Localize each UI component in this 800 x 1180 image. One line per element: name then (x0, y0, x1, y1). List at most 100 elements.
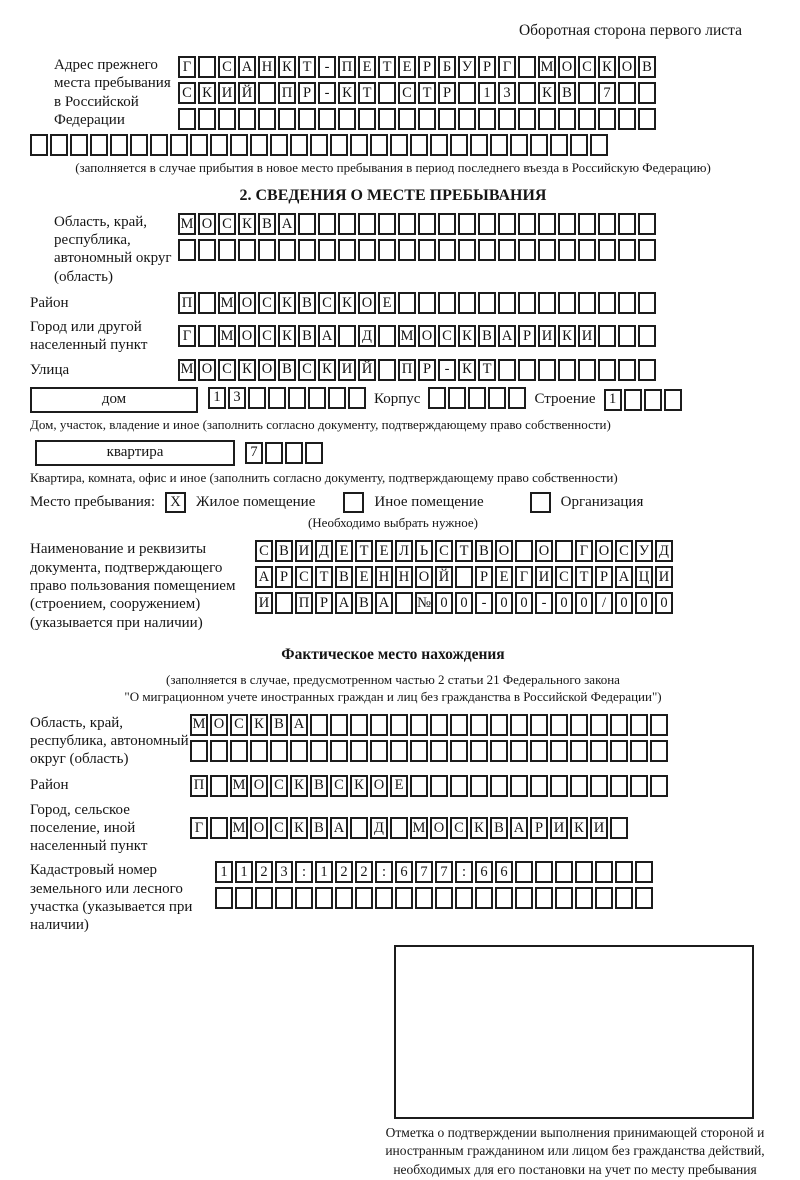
char-box[interactable] (330, 739, 348, 762)
char-box[interactable]: Т (378, 56, 396, 78)
char-box[interactable] (288, 386, 306, 409)
char-box[interactable]: К (538, 82, 556, 104)
char-box[interactable] (488, 386, 507, 409)
char-box[interactable] (318, 212, 336, 235)
char-box[interactable] (630, 713, 648, 736)
char-box[interactable]: М (178, 358, 196, 381)
char-box[interactable] (618, 82, 636, 104)
char-box[interactable] (508, 386, 527, 409)
char-box[interactable]: И (578, 325, 596, 348)
char-box[interactable]: М (178, 212, 196, 235)
char-box[interactable] (450, 134, 468, 156)
char-box[interactable]: Д (315, 540, 333, 563)
char-box[interactable] (90, 134, 108, 156)
char-box[interactable]: В (298, 292, 316, 315)
char-box[interactable]: С (330, 774, 348, 797)
char-box[interactable]: У (635, 540, 653, 563)
char-box[interactable] (378, 238, 396, 261)
char-box[interactable]: Р (275, 566, 293, 589)
char-box[interactable] (305, 441, 323, 464)
confirmation-stamp-box[interactable] (394, 944, 754, 1119)
char-box[interactable] (630, 739, 648, 762)
char-box[interactable] (470, 739, 488, 762)
char-box[interactable] (398, 292, 416, 315)
char-box[interactable] (578, 292, 596, 315)
char-box[interactable] (190, 134, 208, 156)
char-box[interactable] (618, 238, 636, 261)
char-box[interactable]: Р (298, 82, 316, 104)
char-box[interactable]: 3 (228, 386, 246, 409)
char-box[interactable]: Г (498, 56, 516, 78)
char-box[interactable]: Т (298, 56, 316, 78)
char-box[interactable]: Р (595, 566, 613, 589)
char-box[interactable]: С (230, 713, 248, 736)
char-box[interactable] (418, 108, 436, 130)
char-box[interactable] (370, 134, 388, 156)
char-box[interactable]: В (478, 325, 496, 348)
char-box[interactable] (530, 134, 548, 156)
char-box[interactable] (550, 774, 568, 797)
char-box[interactable]: Г (190, 816, 208, 839)
char-box[interactable] (210, 134, 228, 156)
char-box[interactable] (515, 887, 533, 910)
char-box[interactable] (618, 358, 636, 381)
residential-checkbox[interactable]: X (165, 492, 186, 514)
char-box[interactable]: В (475, 540, 493, 563)
char-box[interactable] (643, 388, 662, 411)
char-box[interactable]: С (578, 56, 596, 78)
char-box[interactable]: 1 (208, 386, 226, 409)
char-box[interactable]: 3 (498, 82, 516, 104)
char-box[interactable] (410, 713, 428, 736)
char-box[interactable] (230, 134, 248, 156)
char-box[interactable] (638, 325, 656, 348)
char-box[interactable] (555, 861, 573, 884)
char-box[interactable] (258, 108, 276, 130)
char-box[interactable] (590, 713, 608, 736)
char-box[interactable] (290, 134, 308, 156)
char-box[interactable] (395, 887, 413, 910)
char-box[interactable] (290, 739, 308, 762)
char-box[interactable] (230, 739, 248, 762)
char-box[interactable]: В (355, 592, 373, 615)
char-box[interactable] (595, 887, 613, 910)
char-box[interactable]: А (498, 325, 516, 348)
char-box[interactable] (285, 441, 303, 464)
char-box[interactable] (358, 238, 376, 261)
char-box[interactable]: О (198, 358, 216, 381)
char-box[interactable] (410, 134, 428, 156)
char-box[interactable] (218, 108, 236, 130)
char-box[interactable]: С (258, 325, 276, 348)
char-box[interactable] (438, 108, 456, 130)
char-box[interactable]: Р (478, 56, 496, 78)
char-box[interactable] (610, 774, 628, 797)
char-box[interactable]: О (210, 713, 228, 736)
char-box[interactable]: К (350, 774, 368, 797)
char-box[interactable] (590, 774, 608, 797)
char-box[interactable]: С (270, 774, 288, 797)
char-box[interactable] (498, 108, 516, 130)
char-box[interactable]: - (318, 56, 336, 78)
char-box[interactable] (378, 358, 396, 381)
char-box[interactable] (598, 108, 616, 130)
char-box[interactable] (535, 861, 553, 884)
char-box[interactable] (550, 134, 568, 156)
char-box[interactable] (190, 739, 208, 762)
char-box[interactable] (398, 238, 416, 261)
char-box[interactable] (378, 82, 396, 104)
char-box[interactable]: В (335, 566, 353, 589)
char-box[interactable] (475, 887, 493, 910)
char-box[interactable] (590, 739, 608, 762)
char-box[interactable] (518, 238, 536, 261)
char-box[interactable] (430, 713, 448, 736)
char-box[interactable] (358, 212, 376, 235)
char-box[interactable]: Т (315, 566, 333, 589)
char-box[interactable]: И (538, 325, 556, 348)
char-box[interactable] (638, 358, 656, 381)
char-box[interactable]: К (250, 713, 268, 736)
char-box[interactable] (498, 238, 516, 261)
char-box[interactable]: П (190, 774, 208, 797)
other-premises-checkbox[interactable] (343, 492, 365, 514)
char-box[interactable]: А (615, 566, 633, 589)
char-box[interactable]: М (538, 56, 556, 78)
char-box[interactable]: Р (315, 592, 333, 615)
